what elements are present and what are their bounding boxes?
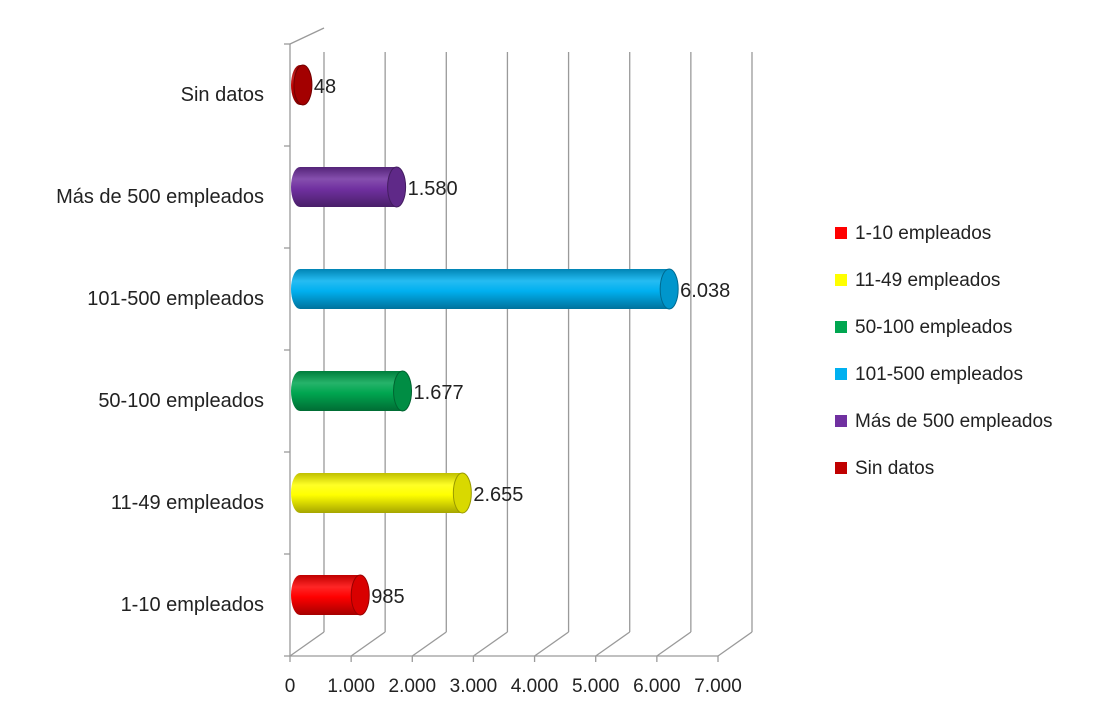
data-label-sin-datos: 48 (314, 76, 336, 98)
bars-layer (291, 64, 679, 616)
data-label-50-100-empleados: 1.677 (414, 382, 464, 404)
bar-body-50-100-empleados (291, 371, 412, 411)
x-tick-label-0: 0 (285, 676, 296, 697)
bar-cap-sin-datos (293, 64, 313, 106)
category-label-sin-datos: Sin datos (181, 84, 264, 106)
legend-label-101-500-empleados: 101-500 empleados (855, 364, 1023, 385)
legend-swatch-50-100-empleados (835, 321, 847, 333)
bar-cap-50-100-empleados (393, 370, 413, 412)
category-label-101-500-empleados: 101-500 empleados (87, 288, 264, 310)
legend-swatch-mas-de-500-empleados (835, 415, 847, 427)
x-tick-label-2: 2.000 (389, 676, 437, 697)
bar-mas-de-500-empleados (291, 166, 407, 208)
data-label-101-500-empleados: 6.038 (680, 280, 730, 302)
floor-line-2 (411, 631, 447, 657)
floor-line-5 (595, 631, 631, 657)
floor-line-6 (656, 631, 692, 657)
legend-label-11-49-empleados: 11-49 empleados (855, 270, 1000, 291)
legend-label-sin-datos: Sin datos (855, 458, 934, 479)
x-tick-label-5: 5.000 (572, 676, 620, 697)
floor-line-7 (717, 631, 753, 657)
bar-cap-1-10-empleados (350, 574, 370, 616)
legend-item-11-49-empleados: 11-49 empleados (835, 270, 1000, 291)
bar-1-10-empleados (291, 574, 370, 616)
legend-item-mas-de-500-empleados: Más de 500 empleados (835, 411, 1053, 432)
bar-sin-datos (291, 64, 313, 106)
x-tick-label-6: 6.000 (633, 676, 681, 697)
bar-50-100-empleados (291, 370, 413, 412)
x-tick-label-1: 1.000 (327, 676, 375, 697)
bar-cap-11-49-empleados (452, 472, 472, 514)
legend-swatch-sin-datos (835, 462, 847, 474)
legend-item-101-500-empleados: 101-500 empleados (835, 364, 1023, 385)
grid-layer (284, 27, 753, 662)
floor-line-1 (350, 631, 386, 657)
bar-101-500-empleados (291, 268, 679, 310)
floor-line-3 (473, 631, 508, 657)
data-label-11-49-empleados: 2.655 (473, 484, 523, 506)
legend-swatch-101-500-empleados (835, 368, 847, 380)
category-label-11-49-empleados: 11-49 empleados (111, 492, 264, 514)
bar-body-1-10-empleados (291, 575, 370, 615)
legend-item-50-100-empleados: 50-100 empleados (835, 317, 1012, 338)
floor-line-4 (534, 631, 569, 657)
category-label-mas-de-500-empleados: Más de 500 empleados (56, 186, 264, 208)
data-label-mas-de-500-empleados: 1.580 (408, 178, 458, 200)
data-label-1-10-empleados: 985 (371, 586, 404, 608)
bar-cap-mas-de-500-empleados (387, 166, 407, 208)
legend: 1-10 empleados 11-49 empleados 50-100 empl… (835, 223, 1053, 479)
legend-item-1-10-empleados: 1-10 empleados (835, 223, 991, 244)
x-tick-label-7: 7.000 (694, 676, 742, 697)
bar-body-11-49-empleados (291, 473, 472, 513)
left-wall-top (289, 27, 325, 45)
bar-cap-101-500-empleados (659, 268, 679, 310)
x-tick-label-3: 3.000 (450, 676, 498, 697)
legend-label-50-100-empleados: 50-100 empleados (855, 317, 1012, 338)
x-tick-label-4: 4.000 (511, 676, 559, 697)
bar-body-101-500-empleados (291, 269, 679, 309)
legend-swatch-1-10-empleados (835, 227, 847, 239)
labels-layer: 0 1.000 2.000 3.000 4.000 5.000 6.000 7.000 985 1… (56, 76, 742, 697)
legend-item-sin-datos: Sin datos (835, 458, 934, 479)
floor-line-0 (289, 631, 325, 657)
legend-swatch-11-49-empleados (835, 274, 847, 286)
bar-11-49-empleados (291, 472, 472, 514)
legend-label-mas-de-500-empleados: Más de 500 empleados (855, 411, 1053, 432)
legend-label-1-10-empleados: 1-10 empleados (855, 223, 991, 244)
bar-body-mas-de-500-empleados (291, 167, 406, 207)
category-label-1-10-empleados: 1-10 empleados (121, 594, 264, 616)
category-label-50-100-empleados: 50-100 empleados (98, 390, 264, 412)
